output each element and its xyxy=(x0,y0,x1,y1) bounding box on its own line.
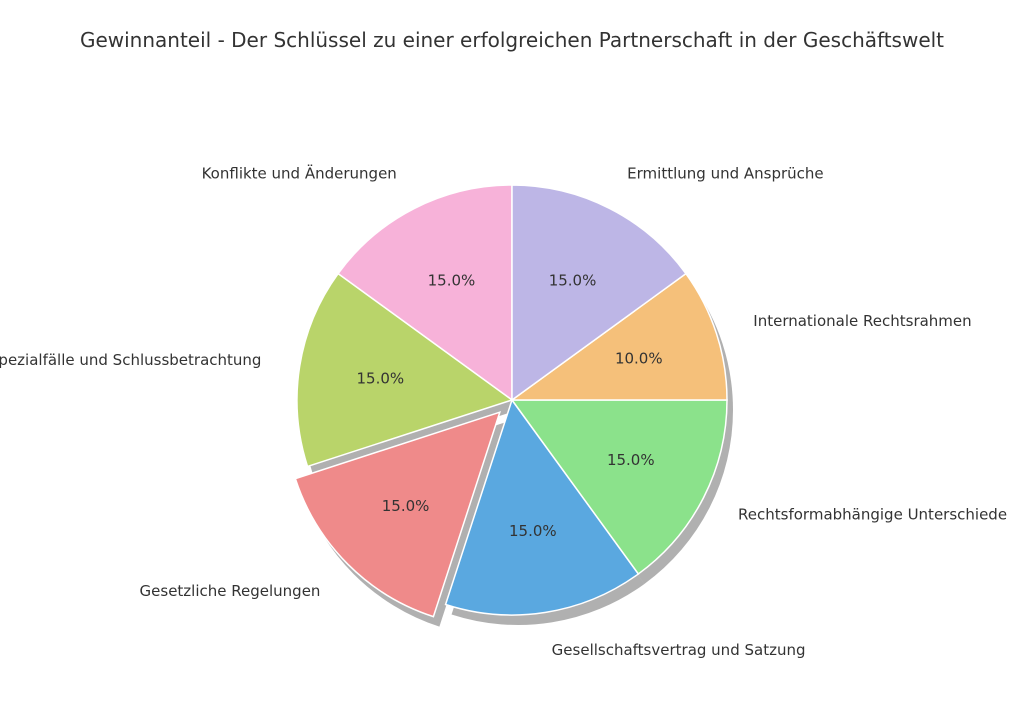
pie-slice-label: Ermittlung und Ansprüche xyxy=(627,164,823,182)
pie-slice-percent: 15.0% xyxy=(428,272,476,290)
pie-slice-label: Rechtsformabhängige Unterschiede xyxy=(738,506,1007,524)
pie-slice-label: Gesetzliche Regelungen xyxy=(140,582,321,600)
pie-slice-percent: 15.0% xyxy=(357,370,405,388)
pie-slice-percent: 15.0% xyxy=(382,497,430,515)
pie-chart-svg: 15.0% 15.0% 15.0% 15.0% 15.0% 10.0% 15.0% Konfl… xyxy=(0,0,1024,717)
pie-slice-label: Spezialfälle und Schlussbetrachtung xyxy=(0,351,261,369)
pie-slice-label: Internationale Rechtsrahmen xyxy=(753,312,971,330)
pie-slice-percent: 15.0% xyxy=(549,272,597,290)
pie-slice-percent: 15.0% xyxy=(509,522,557,540)
pie-slice-label: Gesellschaftsvertrag und Satzung xyxy=(552,641,806,659)
pie-slice-percent: 10.0% xyxy=(615,349,663,367)
pie-chart-container: Gewinnanteil - Der Schlüssel zu einer er… xyxy=(0,0,1024,717)
pie-slice-label: Konflikte und Änderungen xyxy=(202,163,397,182)
pie-slice-percent: 15.0% xyxy=(607,451,655,469)
